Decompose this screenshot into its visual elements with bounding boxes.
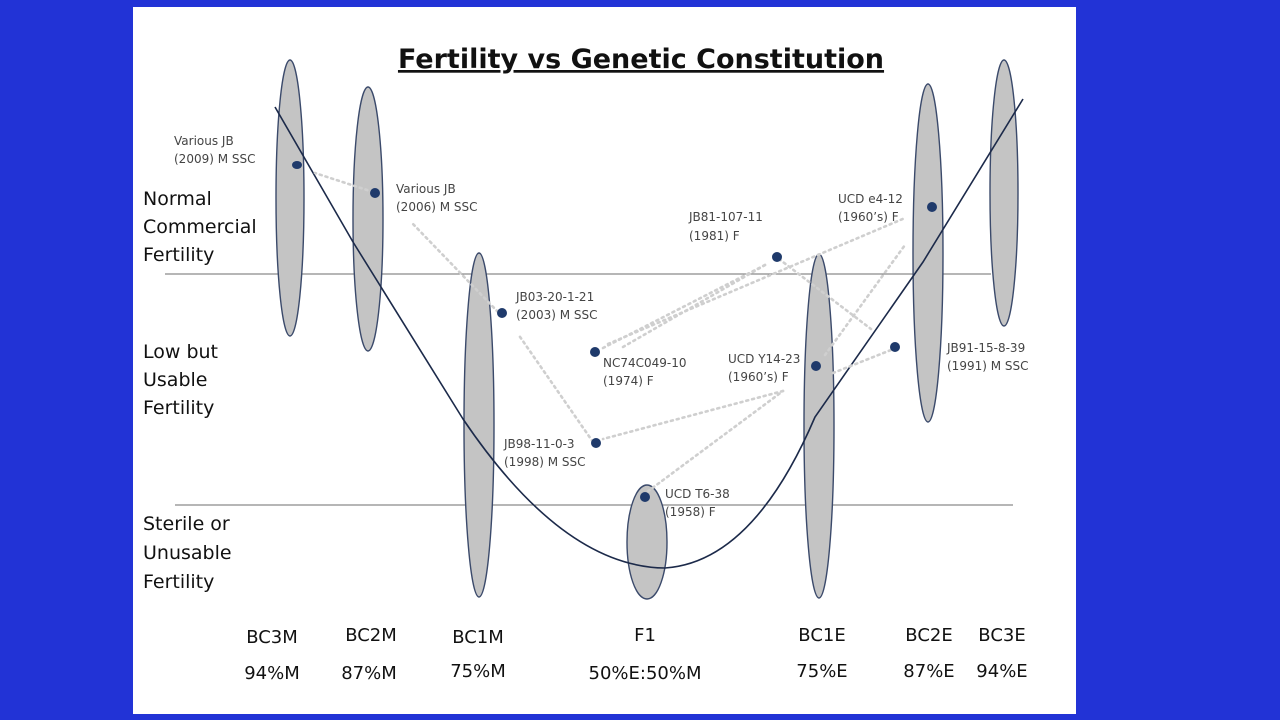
- level-line: Normal: [143, 188, 212, 210]
- generation-label: BC2M: [345, 625, 397, 646]
- arrow: [823, 243, 907, 357]
- fertility-level-low: Low but Usable Fertility: [143, 341, 218, 419]
- point-detail: (1998) M SSC: [504, 455, 586, 469]
- generation-label: BC3M: [246, 627, 298, 648]
- point-name: JB03-20-1-21: [515, 290, 594, 304]
- point-label: JB03-20-1-21 (2003) M SSC: [515, 290, 598, 322]
- generation-percent: 94%M: [244, 663, 300, 684]
- fertility-curve: [274, 98, 1024, 569]
- generation-percent: 87%E: [903, 661, 954, 682]
- point-name: NC74C049-10: [603, 356, 687, 370]
- point-name: UCD T6-38: [665, 487, 730, 501]
- point-dot: [497, 308, 507, 318]
- point-detail: (1981) F: [689, 229, 740, 243]
- diagram-title: Fertility vs Genetic Constitution: [398, 44, 884, 75]
- bc2m-oval: [352, 86, 384, 352]
- arrow: [621, 263, 767, 349]
- f1-oval: [626, 484, 668, 600]
- bc1e-oval: [803, 253, 835, 599]
- generation-label: BC3E: [978, 625, 1025, 646]
- point-dot: [590, 347, 600, 357]
- point-name: JB91-15-8-39: [946, 341, 1025, 355]
- arrow: [831, 348, 893, 375]
- point-name: UCD Y14-23: [728, 352, 800, 366]
- point-dot: [640, 492, 650, 502]
- point-dot: [927, 202, 937, 212]
- point-detail: (2006) M SSC: [396, 200, 478, 214]
- slide: Fertility vs Genetic Constitution: [133, 7, 1076, 714]
- generation-percent: 94%E: [976, 661, 1027, 682]
- data-dots: [292, 161, 937, 502]
- point-label: JB98-11-0-3 (1998) M SSC: [503, 437, 586, 469]
- generation-labels: BC3M 94%M BC2M 87%M BC1M 75%M F1 50%E:50…: [244, 625, 1027, 684]
- point-dot: [890, 342, 900, 352]
- level-line: Usable: [143, 369, 207, 391]
- level-line: Sterile or: [143, 513, 230, 535]
- point-detail: (2003) M SSC: [516, 308, 598, 322]
- bc3e-oval: [989, 59, 1019, 327]
- point-detail: (1960’s) F: [838, 210, 899, 224]
- point-detail: (1960’s) F: [728, 370, 789, 384]
- level-line: Unusable: [143, 542, 232, 564]
- bc3m-oval: [275, 59, 305, 337]
- arrow: [601, 389, 785, 441]
- point-label: UCD e4-12 (1960’s) F: [838, 192, 903, 224]
- arrow: [641, 389, 785, 497]
- point-detail: (2009) M SSC: [174, 152, 256, 166]
- generation-percent: 87%M: [341, 663, 397, 684]
- level-line: Fertility: [143, 571, 214, 593]
- generation-percent: 75%E: [796, 661, 847, 682]
- point-name: UCD e4-12: [838, 192, 903, 206]
- fertility-level-normal: Normal Commercial Fertility: [143, 188, 257, 266]
- bc1m-oval: [463, 252, 495, 598]
- point-name: Various JB: [174, 134, 234, 148]
- point-label: JB91-15-8-39 (1991) M SSC: [946, 341, 1029, 373]
- level-line: Fertility: [143, 244, 214, 266]
- arrow: [516, 332, 595, 444]
- arrow: [313, 171, 375, 194]
- point-label: UCD Y14-23 (1960’s) F: [728, 352, 800, 384]
- arrow: [777, 257, 873, 331]
- point-dot: [811, 361, 821, 371]
- generation-percent: 50%E:50%M: [589, 663, 702, 684]
- arrow: [411, 222, 500, 314]
- level-line: Fertility: [143, 397, 214, 419]
- level-line: Commercial: [143, 216, 257, 238]
- generation-label: BC1M: [452, 627, 504, 648]
- point-label: JB81-107-11 (1981) F: [688, 210, 763, 243]
- point-dot: [370, 188, 380, 198]
- generation-label: BC1E: [798, 625, 845, 646]
- point-name: JB81-107-11: [688, 210, 763, 224]
- point-dot: [591, 438, 601, 448]
- arrows: [313, 171, 907, 497]
- arrow: [606, 216, 907, 346]
- level-line: Low but: [143, 341, 218, 363]
- point-dot: [772, 252, 782, 262]
- point-detail: (1974) F: [603, 374, 654, 388]
- point-label: NC74C049-10 (1974) F: [603, 356, 687, 388]
- point-name: JB98-11-0-3: [503, 437, 575, 451]
- point-label: Various JB (2006) M SSC: [396, 182, 478, 214]
- point-label: Various JB (2009) M SSC: [174, 134, 256, 166]
- point-detail: (1991) M SSC: [947, 359, 1029, 373]
- fertility-diagram: Fertility vs Genetic Constitution: [143, 44, 1029, 684]
- point-dot: [292, 161, 302, 169]
- point-name: Various JB: [396, 182, 456, 196]
- generation-percent: 75%M: [450, 661, 506, 682]
- generation-label: BC2E: [905, 625, 952, 646]
- point-label: UCD T6-38 (1958) F: [665, 487, 730, 519]
- generation-label: F1: [634, 625, 656, 646]
- fertility-level-sterile: Sterile or Unusable Fertility: [143, 513, 232, 593]
- point-detail: (1958) F: [665, 505, 716, 519]
